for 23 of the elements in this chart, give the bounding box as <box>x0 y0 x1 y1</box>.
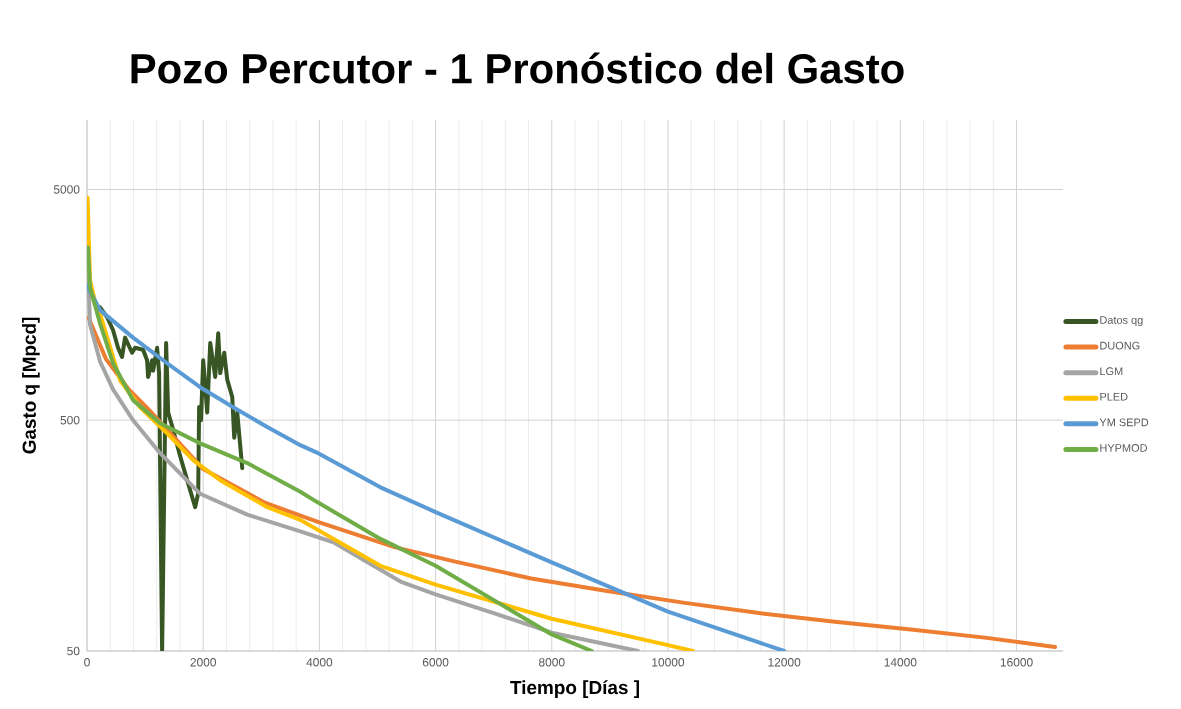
x-tick-label: 8000 <box>539 658 565 667</box>
line-series <box>98 305 245 651</box>
y-tick-label: 50 <box>67 646 80 656</box>
y-tick-label: 500 <box>60 416 80 425</box>
x-axis-title: Tiempo [Días ] <box>510 680 639 698</box>
legend-label: DUONG <box>1100 341 1140 350</box>
x-tick-label: 4000 <box>306 658 333 667</box>
y-tick-label: 5000 <box>53 185 80 194</box>
x-tick-label: 0 <box>84 658 90 667</box>
chart-title: Pozo Percutor - 1 Pronóstico del Gasto <box>131 52 904 84</box>
legend-label: LGM <box>1100 367 1123 376</box>
y-axis-title: Gasto q [Mpcd] <box>22 317 40 454</box>
legend-label: PLED <box>1100 392 1128 401</box>
x-tick-label: 16000 <box>1000 658 1033 667</box>
x-tick-label: 2000 <box>190 658 217 667</box>
legend-label: HYPMOD <box>1100 444 1147 452</box>
x-tick-label: 12000 <box>768 658 801 667</box>
x-tick-label: 10000 <box>652 658 685 667</box>
x-tick-label: 6000 <box>422 658 449 667</box>
legend-label: YM SEPD <box>1099 418 1149 427</box>
legend-label: Datos qg <box>1100 316 1143 327</box>
line-series <box>87 283 787 651</box>
x-tick-label: 14000 <box>884 658 917 667</box>
